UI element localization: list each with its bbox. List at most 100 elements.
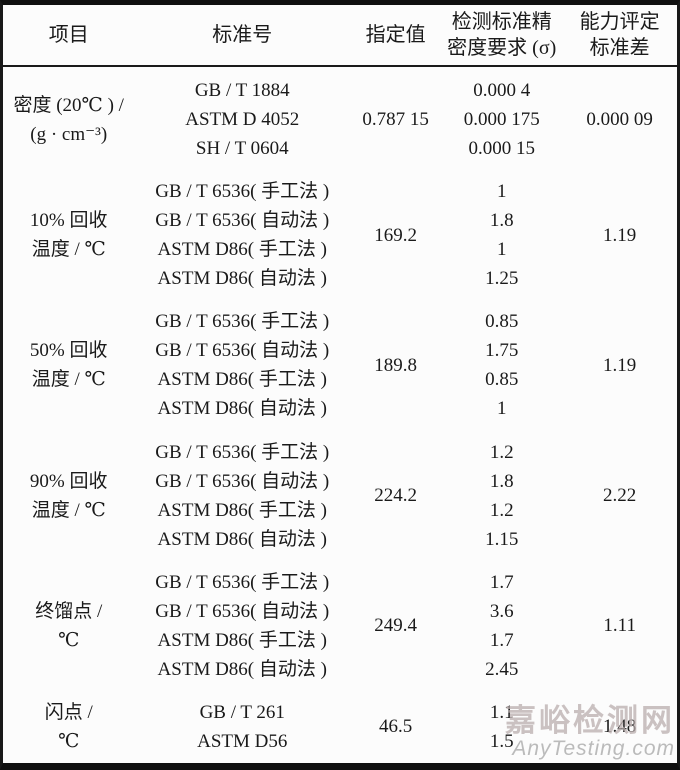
standard-line: GB / T 6536( 自动法 ) [155, 210, 330, 232]
standard-line: GB / T 6536( 手工法 ) [155, 181, 330, 203]
capability-std-cell: 0.000 09 [586, 109, 653, 130]
standard-line: ASTM D86( 手工法 ) [157, 239, 327, 261]
capability-std-cell: 2.22 [603, 485, 637, 507]
standard-line: GB / T 6536( 自动法 ) [155, 470, 330, 492]
header-standard-number: 标准号 [212, 24, 273, 46]
standard-line: ASTM D56 [197, 730, 288, 752]
item-label-line2: 温度 / ℃ [31, 499, 106, 521]
standards-cell: GB / T 6536( 手工法 ) GB / T 6536( 自动法 ) AS… [134, 438, 350, 554]
item-label-line1: 终馏点 / [35, 600, 103, 622]
table-header-row: 项目 标准号 指定值 检测标准精 密度要求 (σ) 能力评定 标准差 [3, 5, 677, 67]
specified-value-cell: 46.5 [378, 716, 413, 738]
item-cell: 10% 回收 温度 / ℃ [3, 177, 134, 293]
precision-line: 1.2 [489, 499, 514, 521]
item-cell: 闪点 / ℃ [3, 698, 134, 756]
standards-cell: GB / T 6536( 手工法 ) GB / T 6536( 自动法 ) AS… [134, 568, 350, 684]
specified-value-cell: 189.8 [374, 354, 417, 376]
item-label-line1: 密度 (20℃ ) / [13, 94, 124, 116]
item-label-line1: 50% 回收 [29, 340, 108, 362]
standard-line: GB / T 1884 [194, 80, 290, 101]
precision-line: 1.2 [489, 441, 514, 463]
precision-line: 1.75 [485, 340, 519, 362]
precision-line: 0.85 [485, 311, 519, 333]
item-label-line2: 温度 / ℃ [31, 369, 106, 391]
precision-line: 1.7 [489, 629, 514, 651]
header-capability-line1: 能力评定 [579, 11, 660, 33]
standards-cell: GB / T 6536( 手工法 ) GB / T 6536( 自动法 ) AS… [134, 177, 350, 293]
table-row-recovery-10: 10% 回收 温度 / ℃ GB / T 6536( 手工法 ) GB / T … [3, 172, 677, 298]
capability-std-cell: 1.19 [603, 224, 637, 246]
header-item: 项目 [48, 24, 89, 46]
item-label-line1: 10% 回收 [29, 210, 108, 232]
table-row-flash-point: 闪点 / ℃ GB / T 261 ASTM D56 46.5 1.1 1.5 … [3, 693, 677, 761]
standard-line: ASTM D86( 自动法 ) [157, 398, 327, 420]
standard-line: ASTM D86( 手工法 ) [157, 369, 327, 391]
precision-cell: 0.85 1.75 0.85 1 [441, 307, 562, 423]
standard-line: ASTM D86( 手工法 ) [157, 629, 327, 651]
item-label-line1: 闪点 / [44, 701, 93, 723]
table-row-end-point: 终馏点 / ℃ GB / T 6536( 手工法 ) GB / T 6536( … [3, 563, 677, 689]
standard-line: ASTM D86( 手工法 ) [157, 499, 327, 521]
precision-line: 1.15 [485, 528, 519, 550]
standard-line: GB / T 6536( 手工法 ) [155, 571, 330, 593]
precision-line: 2.45 [485, 658, 519, 680]
precision-line: 1 [496, 239, 507, 261]
standard-line: ASTM D86( 自动法 ) [157, 528, 327, 550]
item-cell: 50% 回收 温度 / ℃ [3, 307, 134, 423]
precision-line: 0.000 15 [468, 138, 535, 159]
standard-line: ASTM D 4052 [185, 109, 300, 130]
capability-std-cell: 1.19 [603, 354, 637, 376]
precision-cell: 1.2 1.8 1.2 1.15 [441, 438, 562, 554]
precision-line: 0.85 [485, 369, 519, 391]
item-label-line2: ℃ [58, 730, 80, 752]
precision-line: 0.000 175 [463, 109, 540, 130]
precision-cell: 1.1 1.5 [441, 698, 562, 756]
header-precision-line2: 密度要求 (σ) [447, 37, 557, 59]
standard-line: GB / T 6536( 手工法 ) [155, 441, 330, 463]
precision-cell: 1 1.8 1 1.25 [441, 177, 562, 293]
precision-cell: 1.7 3.6 1.7 2.45 [441, 568, 562, 684]
standard-line: ASTM D86( 自动法 ) [157, 658, 327, 680]
item-label-line2: 温度 / ℃ [31, 239, 106, 261]
standard-line: SH / T 0604 [195, 138, 289, 159]
precision-line: 1.1 [489, 701, 514, 723]
item-cell: 90% 回收 温度 / ℃ [3, 438, 134, 554]
precision-line: 0.000 4 [473, 80, 531, 101]
item-label-line2: ℃ [58, 629, 80, 651]
standard-line: ASTM D86( 自动法 ) [157, 268, 327, 290]
precision-line: 1 [496, 181, 507, 203]
item-cell: 终馏点 / ℃ [3, 568, 134, 684]
precision-line: 1.7 [489, 571, 514, 593]
standard-line: GB / T 6536( 自动法 ) [155, 600, 330, 622]
standard-line: GB / T 261 [199, 701, 285, 723]
specified-value-cell: 169.2 [374, 224, 417, 246]
table-row-density: 密度 (20℃ ) / (g · cm⁻³) GB / T 1884 ASTM … [3, 71, 677, 168]
capability-std-cell: 1.11 [603, 615, 636, 637]
standards-cell: GB / T 1884 ASTM D 4052 SH / T 0604 [134, 76, 350, 163]
precision-line: 1.8 [489, 470, 514, 492]
precision-line: 1.5 [489, 730, 514, 752]
header-capability-std: 能力评定 标准差 [562, 9, 677, 61]
precision-line: 3.6 [489, 600, 514, 622]
precision-line: 1.25 [485, 268, 519, 290]
header-specified-value: 指定值 [365, 24, 426, 46]
item-label-line2: (g · cm⁻³) [30, 123, 108, 145]
standard-line: GB / T 6536( 手工法 ) [155, 311, 330, 333]
precision-cell: 0.000 4 0.000 175 0.000 15 [441, 76, 562, 163]
standards-cell: GB / T 6536( 手工法 ) GB / T 6536( 自动法 ) AS… [134, 307, 350, 423]
specified-value-cell: 249.4 [374, 615, 417, 637]
header-capability-line2: 标准差 [589, 37, 650, 59]
table-row-recovery-90: 90% 回收 温度 / ℃ GB / T 6536( 手工法 ) GB / T … [3, 433, 677, 559]
precision-line: 1.8 [489, 210, 514, 232]
header-precision-requirement: 检测标准精 密度要求 (σ) [441, 9, 562, 61]
table-body: 密度 (20℃ ) / (g · cm⁻³) GB / T 1884 ASTM … [3, 67, 677, 763]
specified-value-cell: 0.787 15 [362, 109, 429, 130]
item-label-line1: 90% 回收 [29, 470, 108, 492]
table-row-recovery-50: 50% 回收 温度 / ℃ GB / T 6536( 手工法 ) GB / T … [3, 302, 677, 428]
standards-cell: GB / T 261 ASTM D56 [134, 698, 350, 756]
standard-line: GB / T 6536( 自动法 ) [155, 340, 330, 362]
capability-std-cell: 1.48 [603, 716, 637, 738]
precision-line: 1 [496, 398, 507, 420]
